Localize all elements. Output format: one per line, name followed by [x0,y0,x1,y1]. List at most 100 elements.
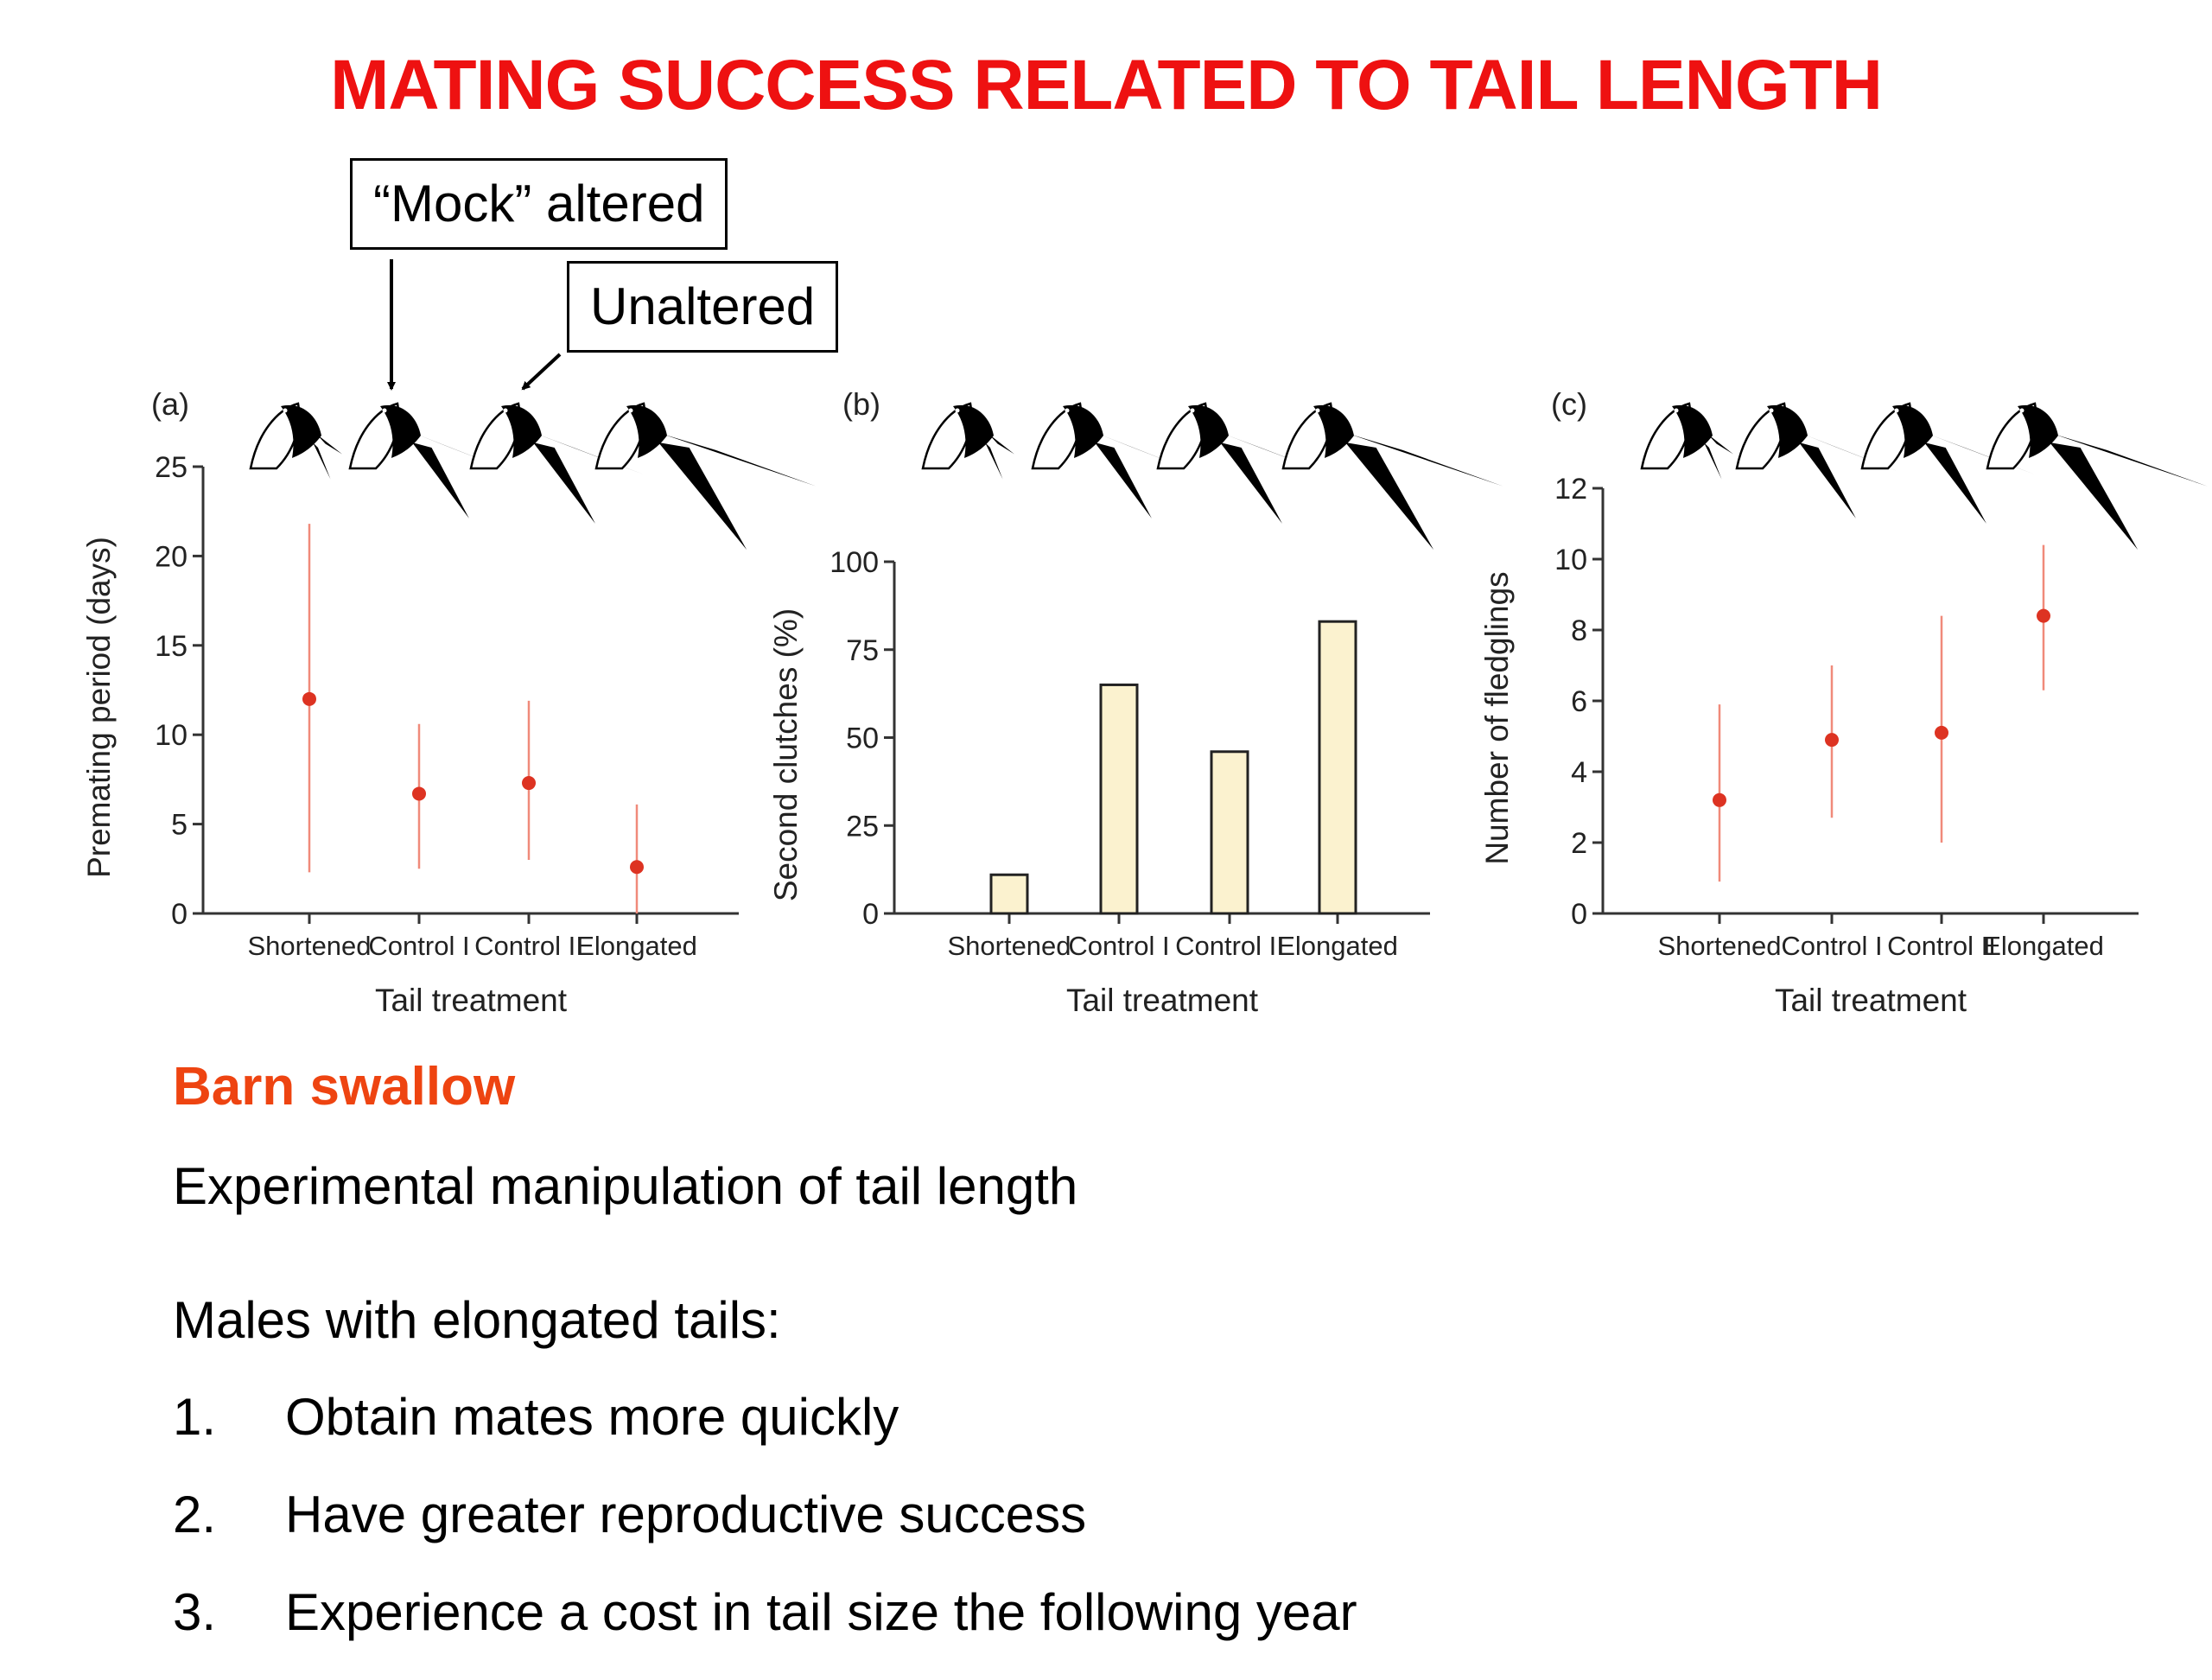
panel-label: (c) [1551,386,1587,422]
swallow-eye [1065,408,1070,413]
swallow-eye [1190,408,1195,413]
swallow-icon [249,402,342,480]
x-tick-label: Control I [368,931,469,961]
swallow-tail-upper [2053,434,2208,487]
unaltered-callout: Unaltered [567,261,839,353]
swallow-eye [1674,408,1679,413]
swallow-body [1188,404,1229,458]
x-tick-label: Elongated [1983,931,2104,961]
swallow-body [1767,404,1808,458]
x-tick-label: Elongated [1277,931,1398,961]
bar [989,873,1029,915]
y-tick-label: 50 [846,722,879,755]
swallow-tail-upper [988,434,1014,455]
y-tick-label: 8 [1571,614,1587,647]
x-tick-label: Elongated [576,931,697,961]
swallow-eye [1894,408,1899,413]
y-tick-label: 25 [846,810,879,843]
swallow-body [380,404,421,458]
x-axis-title: Tail treatment [1775,983,1967,1018]
swallow-tail-lower [1345,442,1434,550]
list-item: 1. Obtain mates more quickly [173,1387,1357,1485]
y-tick-label: 6 [1571,685,1587,718]
swallow-body [626,404,667,458]
y-tick-label: 0 [171,898,188,931]
swallow-eye [382,408,387,413]
x-axis-title: Tail treatment [375,983,568,1018]
swallow-tail-lower [1095,442,1152,519]
list-text: Experience a cost in tail size the follo… [285,1583,1357,1641]
swallow-wing-outline [1031,402,1083,470]
swallow-wing-outline [1156,402,1208,470]
chart-panel-c: (c) 0 2 4 6 8 10 12 Shortened Control I Control II… [1479,386,2208,1018]
callout-arrows [387,259,562,391]
swallow-body [1063,404,1103,458]
swallow-wing-outline [469,402,521,470]
swallow-icon [1986,402,2208,550]
swallow-tail-upper [316,434,342,455]
swallow-body [953,404,994,458]
mock-altered-callout: “Mock” altered [350,158,728,250]
x-axis-title: Tail treatment [1066,983,1259,1018]
x-tick-label: Control I [1068,931,1169,961]
data-point [302,691,316,706]
y-axis-title: Premating period (days) [81,537,117,878]
data-point [1935,725,1948,740]
swallow-wing-outline [249,402,301,470]
x-tick-label: Shortened [1657,931,1781,961]
swallow-tail-lower [1704,442,1722,480]
swallow-tail-lower [658,442,747,550]
y-tick-label: 0 [862,898,879,931]
swallow-icon [594,402,817,550]
x-tick-label: Shortened [247,931,371,961]
swallow-wing-outline [921,402,973,470]
swallow-eye [503,408,508,413]
x-tick-label: Control II [474,931,583,961]
y-tick-label: 15 [155,630,188,663]
x-tick-label: Control II [1887,931,1996,961]
swallow-wing-outline [1860,402,1912,470]
y-tick-label: 2 [1571,827,1587,860]
y-tick-label: 12 [1554,473,1587,506]
swallow-eye [1315,408,1320,413]
swallow-icon [1281,402,1503,550]
list-item: 3. Experience a cost in tail size the fol… [173,1582,1357,1680]
bar [1318,620,1357,915]
list-number: 3. [173,1583,217,1641]
y-axis-title: Number of fledglings [1479,571,1515,864]
data-point [2037,608,2050,623]
x-tick-label: Control II [1175,931,1284,961]
panel-label: (b) [842,386,880,422]
data-point [630,860,644,875]
swallow-tail-lower [1924,442,1986,524]
bar [1210,750,1249,915]
panel-label: (a) [151,386,189,422]
y-tick-label: 75 [846,634,879,667]
swallow-body [1672,404,1713,458]
swallow-wing-outline [1281,402,1333,470]
swallow-body [501,404,542,458]
findings-list: 1. Obtain mates more quickly 2. Have great… [173,1387,1357,1680]
swallow-wing-outline [348,402,400,470]
unaltered-arrow [521,353,562,391]
swallow-tail-lower [985,442,1003,480]
intro-text: Experimental manipulation of tail length [173,1157,1078,1215]
swallow-body [1892,404,1933,458]
swallow-wing-outline [1640,402,1692,470]
y-tick-label: 5 [171,809,188,842]
swallow-tail-upper [1349,434,1503,487]
list-number: 2. [173,1486,217,1543]
swallow-eye [955,408,960,413]
y-tick-label: 10 [1554,544,1587,576]
swallow-tail-lower [533,442,595,524]
y-tick-label: 4 [1571,756,1587,789]
swallow-tail-lower [1799,442,1856,519]
lead-text: Males with elongated tails: [173,1291,781,1349]
swallow-icon [1640,402,1733,480]
y-tick-label: 20 [155,540,188,573]
y-axis-title: Second clutches (%) [768,608,804,901]
swallow-body [1313,404,1354,458]
list-text: Obtain mates more quickly [285,1388,899,1446]
swallow-eye [628,408,633,413]
